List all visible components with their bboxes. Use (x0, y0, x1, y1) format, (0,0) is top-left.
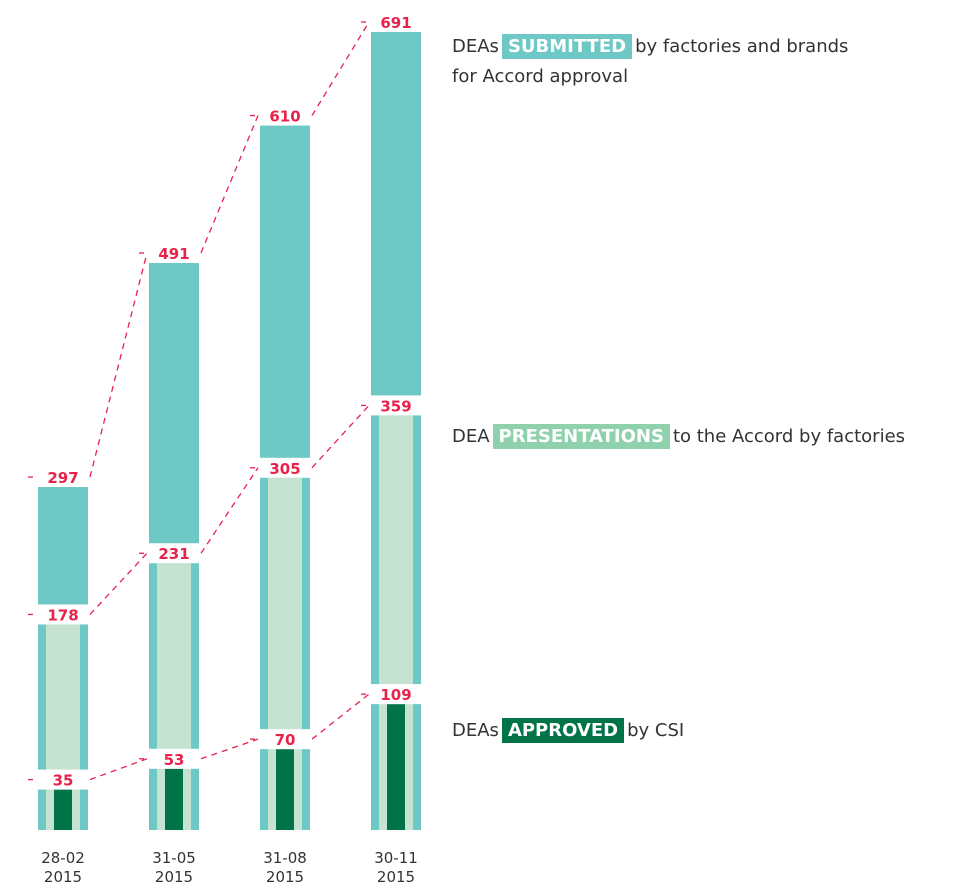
connector-presentations-2 (311, 404, 370, 469)
connector-presentations-0 (89, 552, 148, 615)
label-bg-submitted-0 (37, 467, 89, 488)
data-label-presentations-1: 231 (158, 545, 189, 563)
data-label-presentations-3: 359 (380, 397, 411, 415)
data-label-approved-1: 53 (164, 751, 185, 769)
x-tick-label-2-0: 31-08 (263, 849, 307, 867)
bar-approved-2 (276, 749, 294, 830)
legend-submitted: DEAs SUBMITTED by factories and brands for… (452, 32, 848, 92)
legend-approved-prefix: DEAs (452, 720, 499, 741)
x-tick-label-2-1: 2015 (266, 868, 304, 884)
connectors-layer (28, 21, 370, 781)
legend-submitted-suffix: by factories and brands (635, 36, 849, 57)
legend-presentations-suffix: to the Accord by factories (672, 426, 906, 447)
data-label-submitted-2: 610 (269, 108, 300, 126)
legend-submitted-prefix: DEAs (452, 36, 499, 57)
legend-submitted-badge: SUBMITTED (501, 34, 633, 59)
legend-submitted-line2: for Accord approval (452, 66, 629, 87)
label-bg-approved-3 (370, 684, 422, 705)
x-tick-label-0-0: 28-02 (41, 849, 85, 867)
label-bg-presentations-1 (148, 543, 200, 564)
label-bg-approved-2 (259, 729, 311, 750)
label-bg-presentations-0 (37, 604, 89, 625)
data-label-submitted-1: 491 (158, 245, 189, 263)
legend-approved-badge: APPROVED (501, 718, 625, 743)
connector-submitted-2 (311, 21, 370, 116)
connector-submitted-0 (89, 252, 148, 478)
legend-approved: DEAs APPROVED by CSI (452, 716, 684, 746)
connector-presentations-1 (200, 467, 259, 554)
label-bg-presentations-3 (370, 395, 422, 416)
bar-approved-0 (54, 789, 72, 830)
bar-approved-3 (387, 704, 405, 830)
x-tick-label-3-1: 2015 (377, 868, 415, 884)
data-label-approved-3: 109 (380, 686, 411, 704)
data-label-approved-0: 35 (53, 772, 74, 790)
label-bg-approved-0 (37, 769, 89, 790)
legend-presentations-badge: PRESENTATIONS (492, 424, 670, 449)
x-tick-label-1-0: 31-05 (152, 849, 196, 867)
connector-approved-2 (311, 693, 370, 740)
legend-presentations-prefix: DEA (452, 426, 490, 447)
x-tick-label-1-1: 2015 (155, 868, 193, 884)
connector-submitted-1 (200, 115, 259, 254)
legend-presentations: DEA PRESENTATIONS to the Accord by factori… (452, 422, 905, 452)
bars-layer (38, 32, 421, 830)
legend-approved-suffix: by CSI (627, 720, 685, 741)
label-bg-approved-1 (148, 748, 200, 769)
data-label-submitted-0: 297 (47, 469, 78, 487)
label-bg-submitted-1 (148, 242, 200, 263)
connector-approved-0 (89, 758, 148, 781)
data-label-approved-2: 70 (275, 731, 296, 749)
x-tick-label-0-1: 2015 (44, 868, 82, 884)
label-bg-presentations-2 (259, 457, 311, 478)
x-tick-label-3-0: 30-11 (374, 849, 418, 867)
label-bg-submitted-2 (259, 105, 311, 126)
value-labels-layer: 297 178 35 491 231 53 610 305 70 691 359 109 (37, 12, 422, 790)
label-bg-submitted-3 (370, 12, 422, 32)
data-label-submitted-3: 691 (380, 14, 411, 32)
bar-approved-1 (165, 768, 183, 830)
data-label-presentations-0: 178 (47, 606, 78, 624)
connector-approved-1 (200, 738, 259, 760)
data-label-presentations-2: 305 (269, 460, 300, 478)
